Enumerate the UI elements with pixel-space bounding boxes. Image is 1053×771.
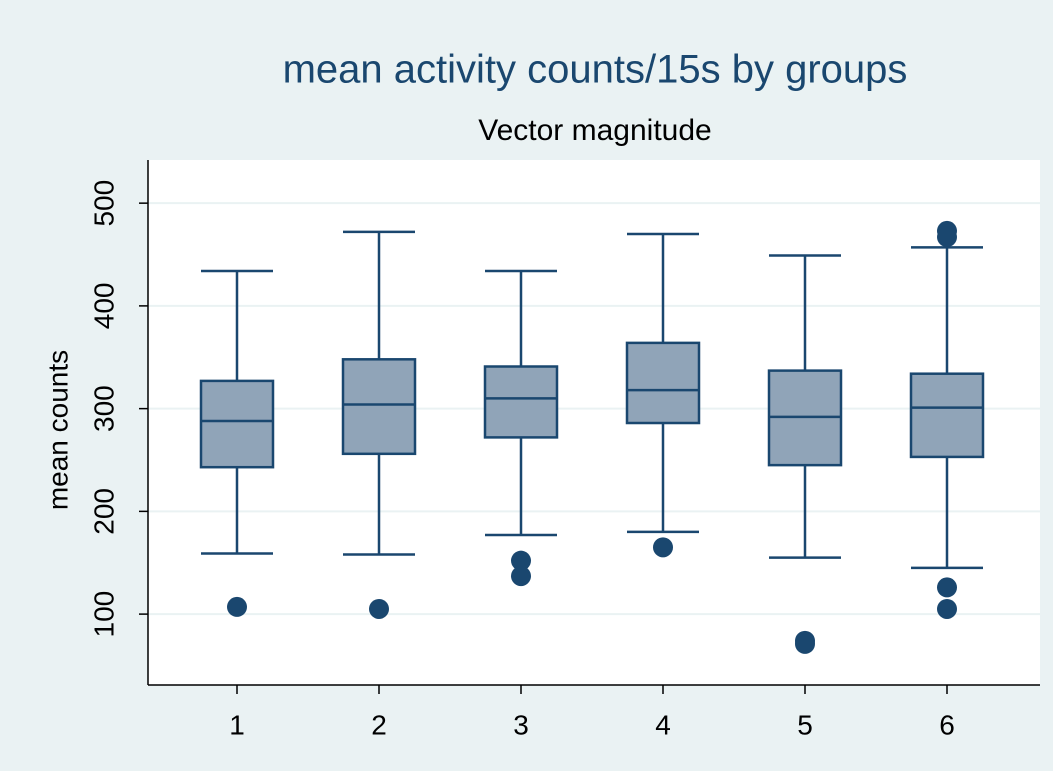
outlier — [369, 598, 389, 619]
x-tick-label: 5 — [797, 709, 813, 740]
box — [483, 365, 559, 439]
y-axis-label: mean counts — [42, 350, 73, 510]
outlier — [653, 537, 673, 558]
x-tick-label: 1 — [229, 709, 245, 740]
y-tick-label: 400 — [88, 283, 119, 330]
outlier — [795, 633, 815, 654]
chart-title: mean activity counts/15s by groups — [283, 48, 908, 92]
box — [199, 379, 275, 469]
x-tick-label: 6 — [939, 709, 955, 740]
y-tick-label: 300 — [88, 385, 119, 432]
outlier — [227, 596, 247, 617]
x-tick-label: 2 — [371, 709, 387, 740]
plot-area — [148, 160, 1040, 685]
chart-subtitle: Vector magnitude — [478, 114, 711, 147]
box — [341, 358, 417, 456]
outlier — [511, 550, 531, 571]
box — [909, 372, 985, 459]
outlier — [937, 227, 957, 248]
y-tick-label: 200 — [88, 488, 119, 535]
box — [625, 341, 701, 425]
x-tick-label: 3 — [513, 709, 529, 740]
x-tick-label: 4 — [655, 709, 671, 740]
y-tick-label: 500 — [88, 180, 119, 227]
y-tick-label: 100 — [88, 591, 119, 638]
outlier — [937, 577, 957, 598]
outlier — [511, 566, 531, 587]
outlier — [937, 598, 957, 619]
